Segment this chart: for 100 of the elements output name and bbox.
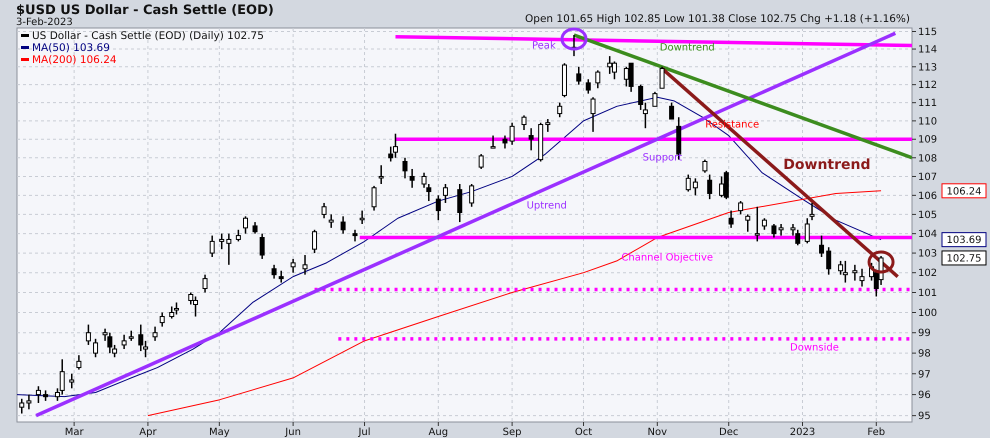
y-tick-label: 106 <box>918 190 938 202</box>
y-tick-label: 104 <box>918 229 938 240</box>
x-tick-label: May <box>208 427 230 438</box>
candlestick <box>707 174 712 200</box>
x-tick-label: Aug <box>428 427 448 438</box>
candlestick <box>202 274 208 294</box>
y-tick-label: 109 <box>918 134 938 146</box>
y-tick-label: 111 <box>918 98 938 110</box>
text: 106.24 <box>946 186 982 198</box>
candlestick <box>290 258 296 274</box>
candlestick <box>252 221 258 234</box>
candlestick <box>738 200 744 216</box>
candlestick <box>340 216 346 234</box>
candlestick <box>69 373 74 390</box>
candlestick <box>436 194 441 221</box>
candlestick <box>43 390 48 402</box>
candlestick <box>478 153 484 170</box>
candlestick <box>669 102 674 120</box>
candlestick <box>528 127 534 152</box>
y-tick-label: 102 <box>918 268 938 280</box>
candlestick <box>160 312 165 328</box>
y-tick-label: 99 <box>918 328 931 340</box>
x-tick-label: Mar <box>64 427 84 438</box>
candlestick <box>590 96 596 133</box>
x-tick-label: 2023 <box>790 427 816 438</box>
candlestick <box>490 134 496 150</box>
candlestick <box>771 223 776 238</box>
y-tick-label: 96 <box>918 390 931 402</box>
candlestick <box>122 334 127 350</box>
candlestick <box>372 185 377 212</box>
candlestick <box>502 134 508 150</box>
candlestick <box>402 157 408 180</box>
annotation: Channel Objective <box>621 252 714 264</box>
candlestick <box>19 398 24 414</box>
candlestick <box>442 183 448 204</box>
x-tick-label: Nov <box>648 427 668 438</box>
candlestick <box>76 354 82 370</box>
candlestick <box>826 246 832 276</box>
candlestick <box>860 268 865 288</box>
candlestick <box>322 202 327 219</box>
candlestick <box>360 210 365 225</box>
y-tick-label: 107 <box>918 172 938 183</box>
candlestick <box>26 394 32 410</box>
candlestick <box>378 164 384 185</box>
text: 102.75 <box>946 253 982 264</box>
y-tick-label: 103 <box>918 248 938 260</box>
candlestick <box>686 174 691 192</box>
legend-label: MA(50) 103.69 <box>32 42 110 54</box>
annotation: Support <box>642 152 682 164</box>
candlestick <box>272 264 277 280</box>
y-tick-label: 100 <box>918 308 938 320</box>
candlestick <box>128 330 134 342</box>
text: 103.69 <box>946 235 982 246</box>
y-tick-label: 95 <box>918 411 931 422</box>
candlestick <box>352 229 358 242</box>
candlestick <box>557 102 562 118</box>
candlestick <box>852 264 858 282</box>
candlestick <box>36 385 41 404</box>
candlestick <box>586 78 591 94</box>
y-tick-label: 110 <box>918 116 938 128</box>
candlestick <box>810 202 815 221</box>
y-tick-label: 98 <box>918 348 931 360</box>
chart-title: $USD US Dollar - Cash Settle (EOD) <box>16 3 274 18</box>
annotation: Downside <box>790 342 839 354</box>
y-tick-label: 112 <box>918 80 938 92</box>
candlestick <box>728 210 734 229</box>
chart-subtitle: 3-Feb-2023 <box>16 17 73 28</box>
x-tick-label: Feb <box>867 427 886 438</box>
y-tick-label: 105 <box>918 210 938 221</box>
candlestick <box>660 66 665 89</box>
y-tick-label: 115 <box>918 26 938 38</box>
candlestick <box>522 114 527 131</box>
candlestick <box>278 270 284 284</box>
candlestick <box>312 229 318 254</box>
candlestick <box>457 183 462 223</box>
candlestick <box>210 234 215 258</box>
candlestick <box>778 223 784 236</box>
annotation: Uptrend <box>526 200 567 212</box>
candlestick <box>469 183 474 208</box>
candlestick <box>236 229 241 242</box>
annotation: Downtrend <box>660 42 715 54</box>
y-tick-label: 114 <box>918 44 938 56</box>
candlestick <box>804 217 810 244</box>
x-tick-label: Sep <box>502 427 522 438</box>
annotation: Downtrend <box>783 156 871 173</box>
candlestick <box>328 214 334 229</box>
x-tick-label: Apr <box>139 427 158 438</box>
candlestick <box>219 232 224 250</box>
y-tick-label: 113 <box>918 62 938 74</box>
text: Open 101.65 High 102.85 Low 101.38 Close 102.75 Chg +1.18 (+1.16%) <box>525 13 910 25</box>
y-tick-label: 97 <box>918 369 931 380</box>
candlestick <box>93 338 98 358</box>
candlestick <box>576 66 582 86</box>
candlestick <box>260 232 265 260</box>
candlestick <box>243 216 248 234</box>
candlestick <box>692 178 698 196</box>
candlestick <box>152 326 158 342</box>
candlestick <box>226 232 232 266</box>
legend-label: US Dollar - Cash Settle (EOD) (Daily) 102.75 <box>32 30 264 42</box>
candlestick <box>86 324 91 346</box>
